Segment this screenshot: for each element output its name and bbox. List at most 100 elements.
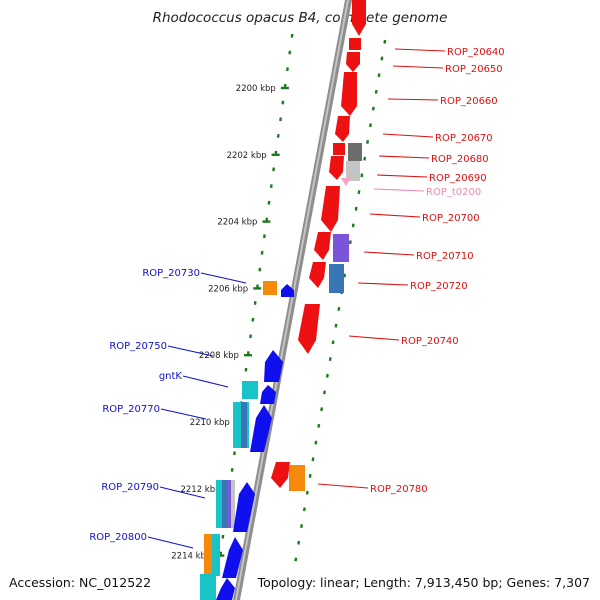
gene-label-rop_20730[interactable]: ROP_20730 [142, 268, 200, 279]
gene-arrow[interactable] [321, 186, 340, 232]
scale-dot [374, 89, 378, 94]
scale-dot [300, 524, 304, 529]
label-leader-line [182, 375, 229, 388]
scale-dot [351, 223, 355, 228]
gene-arrow[interactable] [298, 304, 320, 354]
label-leader-line [147, 536, 194, 549]
kbp-tick-label: 2200 kbp [236, 84, 276, 94]
left-scale-dots [216, 33, 294, 573]
scale-dot [357, 190, 361, 195]
label-leader-line [369, 213, 421, 218]
gene-block[interactable] [289, 465, 305, 491]
gene-label-rop_20750[interactable]: ROP_20750 [109, 341, 167, 352]
gene-block[interactable] [333, 234, 349, 262]
label-leader-line [376, 174, 428, 178]
gene-arrow[interactable] [335, 116, 350, 142]
label-leader-line [363, 251, 415, 256]
gene-arrow[interactable] [271, 462, 290, 488]
gene-label-rop_20790[interactable]: ROP_20790 [101, 482, 159, 493]
gene-block[interactable] [263, 281, 277, 295]
gene-block[interactable] [227, 480, 232, 528]
gene-block[interactable] [200, 574, 216, 600]
kbp-tick-label: 2210 kbp [190, 418, 230, 428]
scale-dot [297, 540, 301, 545]
gene-arrow[interactable] [216, 578, 235, 600]
scale-dot [308, 473, 312, 478]
gene-label-rop_20800[interactable]: ROP_20800 [89, 532, 147, 543]
label-leader-line [160, 408, 207, 420]
gene-block[interactable] [216, 480, 224, 528]
scale-dot [377, 73, 381, 78]
left-gene-labels: ROP_20730 ROP_20750 gntK ROP_20770 ROP_20790… [89, 268, 247, 549]
label-leader-line [378, 155, 430, 159]
gene-block[interactable] [212, 534, 220, 576]
gene-label-rop_20700[interactable]: ROP_20700 [422, 213, 480, 224]
gene-label-rop_20680[interactable]: ROP_20680 [431, 154, 489, 165]
gene-label-rop_20670[interactable]: ROP_20670 [435, 133, 493, 144]
gene-label-rop_20720[interactable]: ROP_20720 [410, 281, 468, 292]
scale-dot [337, 306, 341, 311]
gene-block[interactable] [349, 38, 361, 50]
gene-label-rop_20640[interactable]: ROP_20640 [447, 47, 505, 58]
gene-label-rop_20740[interactable]: ROP_20740 [401, 336, 459, 347]
gene-arrow[interactable] [233, 482, 255, 532]
scale-dot [331, 340, 335, 345]
scale-dot [380, 56, 384, 61]
accession-text: Accession: NC_012522 [9, 575, 152, 590]
gene-block[interactable] [242, 381, 258, 399]
gene-label-rop_20690[interactable]: ROP_20690 [429, 173, 487, 184]
scale-dot [343, 273, 347, 278]
gene-arrow[interactable] [341, 72, 357, 116]
label-leader-line [394, 48, 446, 52]
genome-title: Rhodococcus opacus B4, complete genome [152, 10, 448, 26]
trna-mark[interactable] [341, 178, 351, 186]
gene-arrow[interactable] [260, 385, 276, 404]
label-leader-line [159, 486, 206, 499]
gene-arrow[interactable] [346, 52, 360, 72]
scale-dot [368, 123, 372, 128]
genome-summary-text: Topology: linear; Length: 7,913,450 bp; … [257, 575, 590, 590]
gene-arrow[interactable] [281, 284, 294, 297]
label-leader-line [357, 282, 409, 286]
scale-dot [311, 457, 315, 462]
gene-block[interactable] [204, 534, 214, 576]
gene-arrow[interactable] [264, 350, 283, 382]
gene-label-gntk[interactable]: gntK [159, 371, 183, 382]
gene-arrow[interactable] [352, 0, 366, 36]
gene-label-rop_20710[interactable]: ROP_20710 [416, 251, 474, 262]
scale-dot [363, 156, 367, 161]
gene-arrow[interactable] [222, 537, 243, 578]
gene-arrow[interactable] [314, 232, 331, 260]
gene-block[interactable] [346, 161, 360, 181]
scale-dot [360, 173, 364, 178]
scale-dot [383, 39, 387, 44]
label-leader-line [382, 133, 434, 138]
kbp-tick-label: 2214 kbp [171, 552, 211, 562]
forward-strand-genes [271, 0, 366, 491]
kbp-ticks: 2200 kbp 2202 kbp 2204 kbp 2206 kbp 2208 kbp… [171, 84, 289, 562]
label-leader-line [373, 188, 425, 192]
gene-block[interactable] [329, 264, 344, 293]
gene-label-rop_20660[interactable]: ROP_20660 [440, 96, 498, 107]
gene-label-rop_20650[interactable]: ROP_20650 [445, 64, 503, 75]
scale-dot [294, 557, 298, 562]
scale-dot [323, 390, 326, 395]
gene-block[interactable] [348, 143, 362, 161]
gene-label-rop_20770[interactable]: ROP_20770 [102, 404, 160, 415]
kbp-tick-label: 2202 kbp [227, 151, 267, 161]
kbp-tick-label: 2204 kbp [217, 218, 257, 228]
gene-label-rop_20780[interactable]: ROP_20780 [370, 484, 428, 495]
gene-block[interactable] [333, 143, 345, 155]
gene-arrow[interactable] [329, 156, 344, 180]
gene-block[interactable] [231, 480, 235, 528]
gene-block[interactable] [241, 402, 247, 448]
right-gene-labels: ROP_20640 ROP_20650 ROP_20660 ROP_20670 ROP_… [317, 47, 505, 495]
gene-arrow[interactable] [250, 405, 272, 452]
scale-dot [328, 357, 332, 362]
gene-block[interactable] [222, 480, 227, 528]
label-leader-line [348, 335, 400, 341]
gene-label-rop_t0200[interactable]: ROP_t0200 [426, 187, 481, 198]
gene-arrow[interactable] [309, 262, 326, 288]
label-leader-line [317, 483, 369, 489]
